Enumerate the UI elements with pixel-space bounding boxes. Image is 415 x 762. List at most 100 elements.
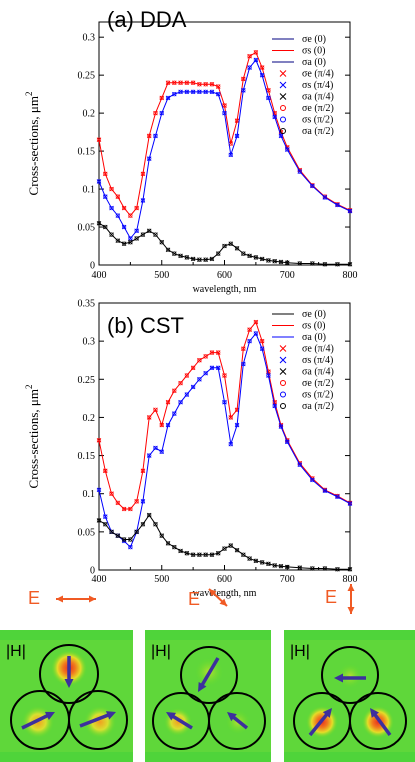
data-point-circle [184,551,189,556]
data-point-circle [222,373,227,378]
data-point-circle [178,400,183,405]
field-E-label: E [188,589,200,609]
data-point-circle [147,512,152,518]
data-point-circle [109,232,114,237]
legend-marker-x [279,81,287,89]
polarization-indicator-0: E [28,588,96,608]
y-tick-label: 0.05 [78,223,96,234]
data-point-circle [222,111,227,116]
data-point-circle [121,506,127,512]
data-point-circle [203,371,208,376]
data-point-circle [153,133,158,139]
data-point-circle [159,533,164,538]
legend-marker-circle [280,403,286,409]
data-point-circle [103,514,108,519]
legend-marker-circle [280,128,286,134]
data-point-circle [347,262,353,267]
data-point-circle [285,260,290,265]
data-point-circle [178,80,183,85]
x-tick-label: 700 [280,574,295,585]
data-point-circle [241,76,246,82]
legend-entry: σe (π/2) [302,103,334,114]
data-point-circle [228,543,233,548]
y-axis-label: Cross-sections, μm2 [24,92,41,196]
data-point-circle [134,228,139,233]
legend-entry: σa (π/4) [302,92,334,103]
data-point-circle [103,468,108,473]
data-point-circle [197,377,202,382]
data-point-circle [278,133,284,139]
legend-entry: σa (π/2) [302,126,334,137]
field-vector-head [322,708,332,718]
data-point-circle [247,253,252,258]
legend-marker-x [279,356,287,364]
y-tick-label: 0.2 [83,413,96,424]
data-point-circle [109,529,114,534]
data-point-circle [228,415,233,420]
particle-circle [180,646,238,704]
data-point-circle [109,491,114,496]
data-point-circle [222,546,227,551]
data-point-circle [191,80,196,85]
legend-entry: σe (π/4) [302,344,334,355]
field-map-label: |H| [6,643,26,660]
data-point-circle [178,381,183,386]
legend-entry: σs (0) [302,321,325,332]
legend-entry: σe (0) [302,34,326,45]
data-point-circle [134,529,139,534]
x-tick-label: 400 [92,270,107,281]
data-point-circle [147,133,152,139]
data-point-circle [153,407,158,412]
field-vector-head [227,712,237,722]
data-point-circle [322,195,328,200]
data-point-circle [128,506,133,512]
data-point-circle [253,331,258,336]
data-point-circle [209,350,215,355]
data-point-circle [272,114,277,120]
data-point-circle [153,445,158,451]
data-point-circle [140,171,146,176]
data-point-circle [159,240,164,245]
data-point-circle [147,453,152,458]
legend-entry: σa (0) [302,332,326,343]
data-point-circle [278,564,284,569]
data-point-circle [178,548,183,554]
data-point-circle [216,350,221,355]
data-point-circle [96,487,102,493]
particle-circle [68,690,128,750]
data-point-circle [310,261,315,266]
data-point-circle [103,171,108,176]
data-point-circle [209,365,215,370]
data-point-circle [247,327,252,332]
x-tick-label: 700 [280,270,295,281]
data-point-circle [96,221,102,226]
data-point-circle [266,95,271,101]
x-tick-label: 800 [343,574,358,585]
data-point-circle [272,403,277,409]
data-point-circle [209,89,215,94]
x-tick-label: 600 [217,574,232,585]
legend-marker-circle [280,380,286,386]
polarization-arrowhead [56,595,63,603]
legend-entry: σs (π/2) [302,115,333,126]
x-tick-label: 400 [92,574,107,585]
data-point-circle [203,257,208,262]
data-point-circle [172,388,177,393]
data-point-circle [128,537,133,542]
polarization-arrowhead [219,598,227,606]
y-tick-label: 0.2 [83,109,96,120]
y-tick-label: 0.3 [83,337,96,348]
data-point-circle [140,468,146,473]
y-tick-label: 0 [90,261,95,272]
data-point-circle [310,183,315,189]
data-point-circle [191,552,196,557]
data-point-circle [115,213,120,218]
data-point-circle [247,54,252,59]
data-point-circle [147,156,152,161]
series-line-2 [98,514,350,570]
data-point-circle [222,400,227,405]
data-point-circle [159,111,164,116]
data-point-circle [103,224,108,230]
data-point-circle [260,339,265,344]
